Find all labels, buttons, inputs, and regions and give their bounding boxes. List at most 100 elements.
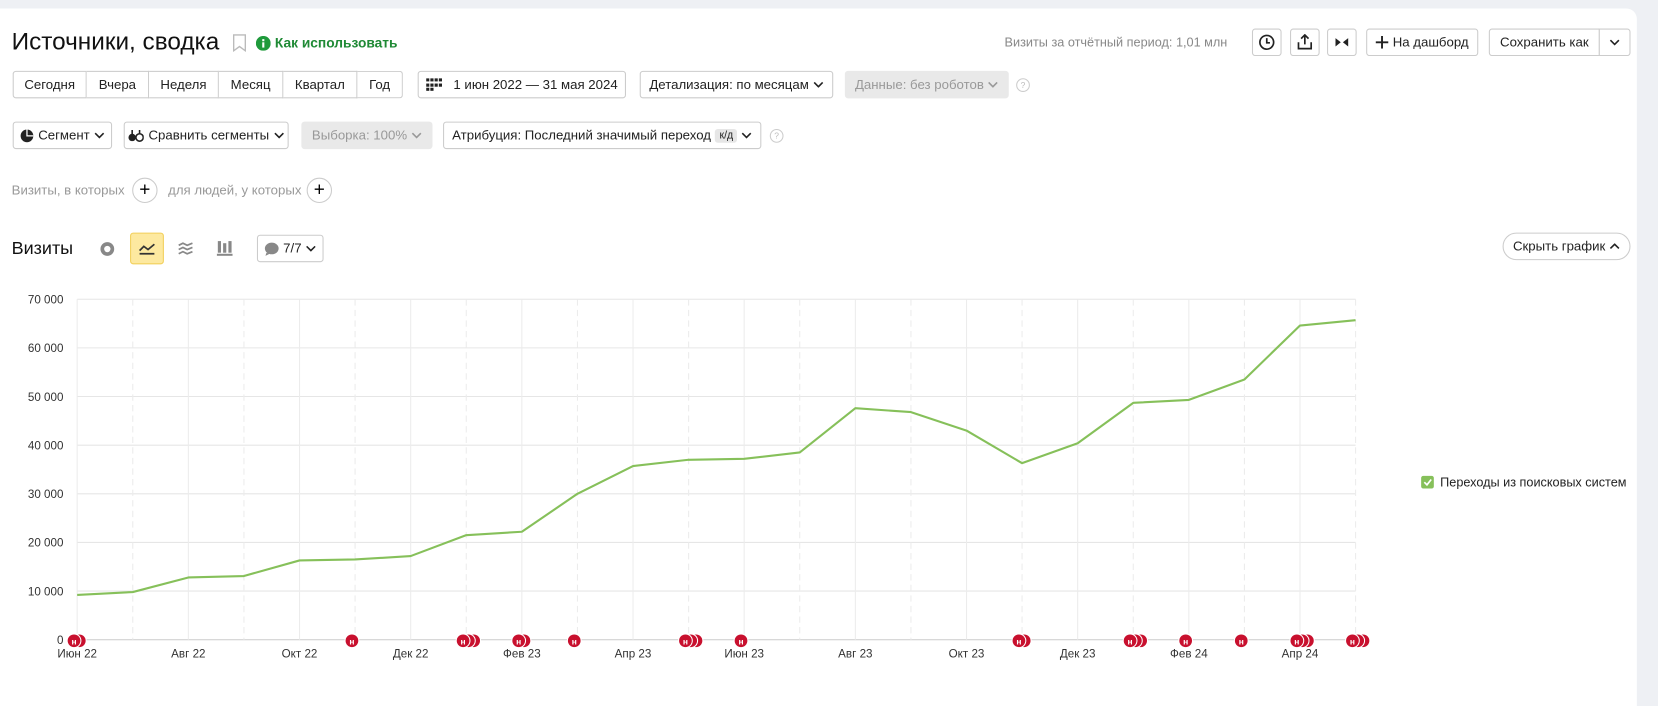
y-tick-label: 0 bbox=[57, 634, 64, 647]
dashboard-label: На дашборд bbox=[1392, 34, 1469, 50]
note-marker[interactable] bbox=[1345, 633, 1360, 649]
visits-filter-label: Визиты, в которых bbox=[11, 182, 125, 198]
x-tick-label: Апр 24 bbox=[1282, 648, 1319, 661]
area-chart-toggle[interactable] bbox=[178, 241, 194, 257]
pie-chart-toggle[interactable] bbox=[99, 241, 115, 257]
note-marker-label: н bbox=[71, 636, 76, 646]
data-filter-label: Данные: без роботов bbox=[854, 77, 984, 92]
period-button[interactable]: Месяц bbox=[218, 70, 284, 99]
note-marker[interactable] bbox=[66, 633, 82, 649]
series-line bbox=[77, 319, 1356, 597]
legend-check bbox=[1423, 479, 1432, 487]
note-marker[interactable] bbox=[1289, 633, 1305, 649]
help-icon[interactable]: ? bbox=[769, 129, 784, 143]
attribution-badge: к/д bbox=[715, 128, 738, 143]
x-tick-label: Авг 23 bbox=[838, 648, 872, 661]
x-tick-label: Апр 23 bbox=[615, 648, 652, 661]
note-marker[interactable] bbox=[455, 633, 471, 649]
note-marker-label: н bbox=[1294, 636, 1299, 646]
hide-chart-label: Скрыть график bbox=[1512, 238, 1606, 254]
y-tick-label: 10 000 bbox=[28, 585, 64, 598]
note-marker-label: н bbox=[1183, 636, 1188, 646]
note-marker[interactable] bbox=[566, 633, 582, 649]
bookmark-icon[interactable] bbox=[232, 34, 247, 52]
note-marker-label: н bbox=[1350, 636, 1355, 646]
report-title: Источники, сводка bbox=[11, 27, 220, 55]
period-button[interactable]: Вчера bbox=[86, 70, 150, 99]
compare-button[interactable]: Сравнить сегменты bbox=[123, 121, 289, 150]
detail-label: Детализация: по месяцам bbox=[649, 77, 809, 92]
compare-label: Сравнить сегменты bbox=[148, 127, 270, 143]
note-marker-label: н bbox=[516, 636, 521, 646]
notes-count: 7/7 bbox=[283, 241, 302, 256]
note-marker[interactable] bbox=[678, 633, 693, 649]
note-marker[interactable] bbox=[1233, 633, 1249, 649]
share-button[interactable] bbox=[1327, 28, 1357, 57]
note-marker-label: н bbox=[349, 636, 354, 646]
hide-chart-button[interactable]: Скрыть график bbox=[1502, 232, 1631, 261]
note-marker[interactable] bbox=[344, 633, 360, 649]
date-range-button[interactable]: 1 июн 2022 — 31 мая 2024 bbox=[417, 70, 626, 99]
help-link[interactable]: Как использовать bbox=[274, 34, 398, 51]
x-tick-label: Июн 22 bbox=[57, 648, 97, 661]
add-people-filter[interactable]: + bbox=[306, 177, 333, 204]
y-tick-label: 40 000 bbox=[28, 439, 64, 452]
y-tick-label: 30 000 bbox=[28, 488, 64, 501]
note-marker[interactable] bbox=[733, 633, 749, 649]
x-tick-label: Дек 23 bbox=[1060, 648, 1096, 661]
people-filter-label: для людей, у которых bbox=[168, 182, 302, 198]
detail-button[interactable]: Детализация: по месяцам bbox=[639, 70, 834, 99]
note-marker-label: н bbox=[683, 636, 688, 646]
line-chart-toggle[interactable] bbox=[130, 232, 164, 265]
sample-button: Выборка: 100% bbox=[301, 121, 433, 150]
attribution-label: Атрибуция: Последний значимый переход bbox=[452, 127, 711, 143]
note-marker-label: н bbox=[461, 636, 466, 646]
y-tick-label: 20 000 bbox=[28, 537, 64, 550]
legend-label: Переходы из поисковых систем bbox=[1440, 475, 1626, 489]
x-tick-label: Фев 24 bbox=[1170, 648, 1208, 661]
note-marker[interactable] bbox=[511, 633, 527, 649]
note-marker[interactable] bbox=[1122, 633, 1138, 649]
note-marker-label: н bbox=[1239, 636, 1244, 646]
note-marker[interactable] bbox=[1011, 633, 1027, 649]
note-marker-label: н bbox=[572, 636, 577, 646]
notes-button[interactable]: 7/7 bbox=[256, 234, 324, 263]
period-button[interactable]: Год bbox=[357, 70, 403, 99]
x-tick-label: Окт 22 bbox=[282, 648, 318, 661]
history-button[interactable] bbox=[1251, 28, 1282, 57]
dashboard-button[interactable]: На дашборд bbox=[1366, 28, 1479, 57]
period-button[interactable]: Неделя bbox=[149, 70, 219, 99]
y-tick-label: 60 000 bbox=[28, 342, 64, 355]
y-tick-label: 70 000 bbox=[28, 293, 64, 306]
y-tick-label: 50 000 bbox=[28, 391, 64, 404]
note-marker[interactable] bbox=[1178, 633, 1194, 649]
legend-checkbox[interactable] bbox=[1421, 475, 1434, 489]
save-dropdown[interactable] bbox=[1598, 28, 1631, 57]
export-button[interactable] bbox=[1290, 28, 1320, 57]
x-tick-label: Авг 22 bbox=[171, 648, 205, 661]
segment-label: Сегмент bbox=[38, 127, 90, 143]
period-button[interactable]: Сегодня bbox=[12, 70, 87, 99]
x-tick-label: Окт 23 bbox=[949, 648, 985, 661]
info-icon bbox=[255, 35, 271, 51]
add-visits-filter[interactable]: + bbox=[132, 177, 158, 204]
visits-summary: Визиты за отчётный период: 1,01 млн bbox=[1004, 34, 1228, 50]
bar-chart-toggle[interactable] bbox=[216, 240, 233, 256]
period-button[interactable]: Квартал bbox=[283, 70, 358, 99]
help-icon[interactable]: ? bbox=[1016, 78, 1030, 92]
data-filter-button: Данные: без роботов bbox=[844, 70, 1009, 99]
save-button[interactable]: Сохранить как bbox=[1488, 28, 1600, 57]
date-range: 1 июн 2022 — 31 мая 2024 bbox=[453, 77, 618, 92]
sample-label: Выборка: 100% bbox=[311, 127, 408, 143]
segment-button[interactable]: Сегмент bbox=[12, 121, 113, 150]
attribution-button[interactable]: Атрибуция: Последний значимый переход к/д bbox=[443, 121, 762, 150]
x-tick-label: Дек 22 bbox=[393, 648, 429, 661]
note-marker-label: н bbox=[738, 636, 743, 646]
x-tick-label: Фев 23 bbox=[503, 648, 541, 661]
note-marker-label: н bbox=[1016, 636, 1021, 646]
note-marker-label: н bbox=[1128, 636, 1133, 646]
x-tick-label: Июн 23 bbox=[724, 648, 764, 661]
